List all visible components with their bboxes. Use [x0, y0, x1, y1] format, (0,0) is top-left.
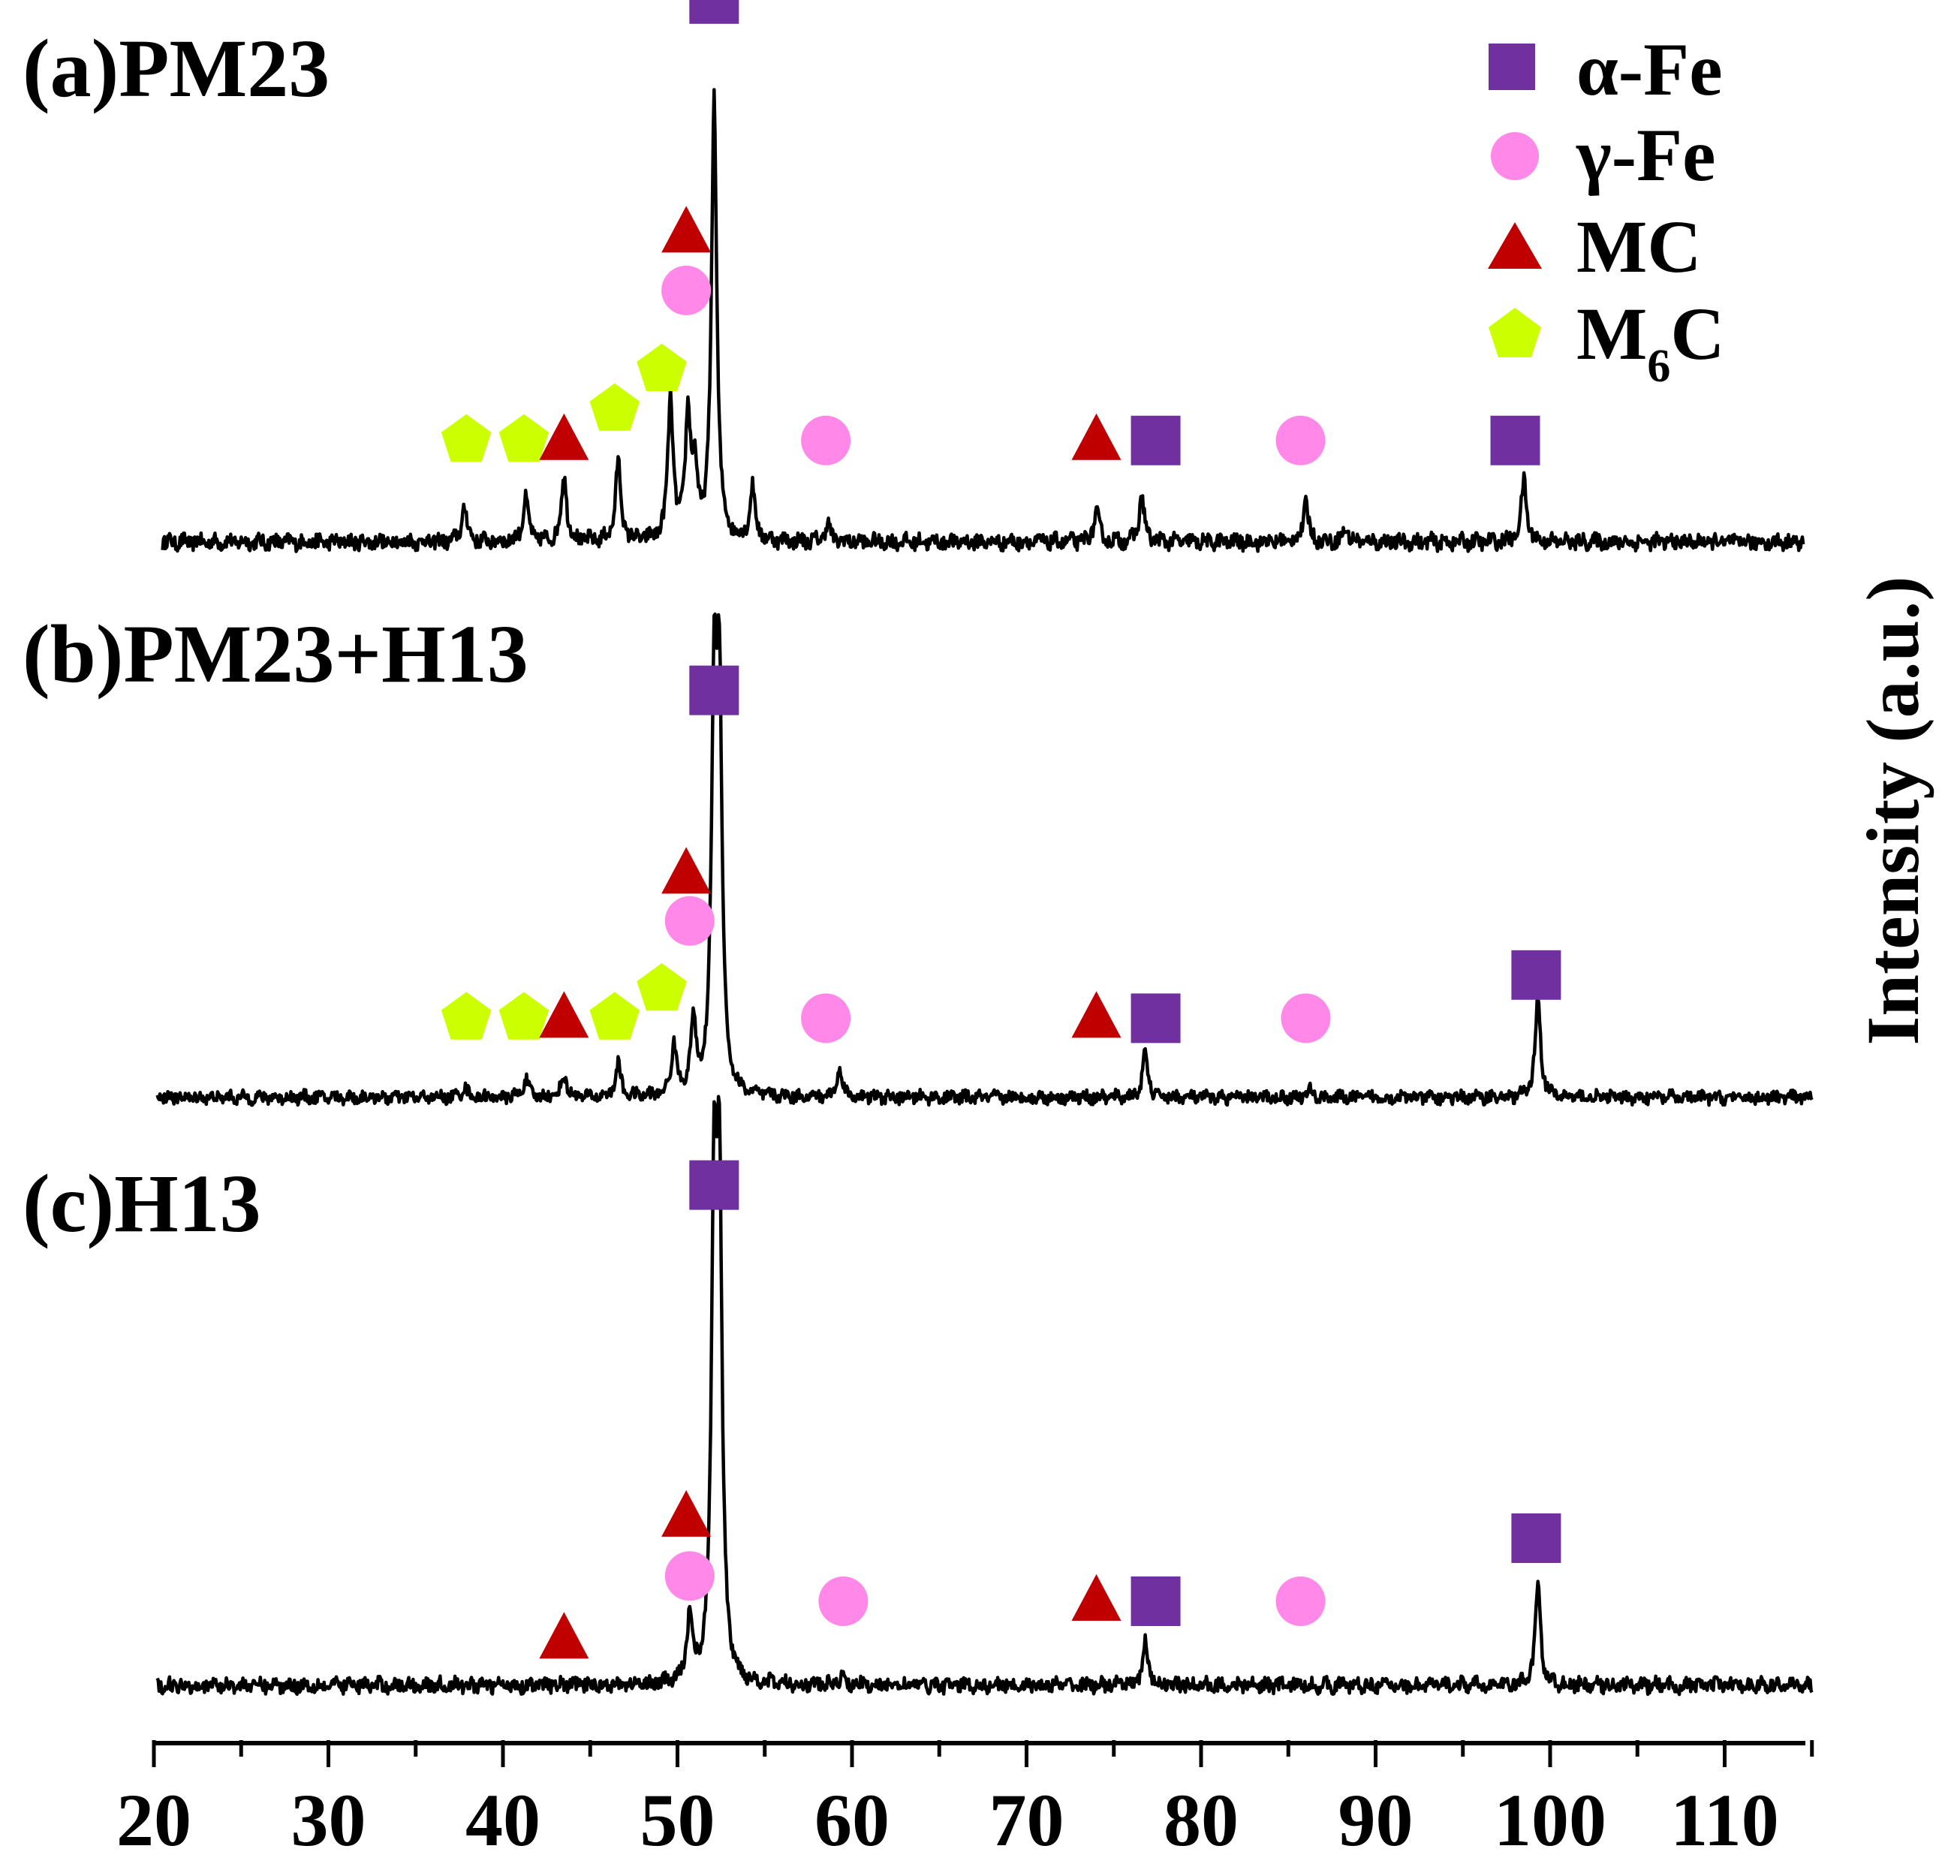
marker-m6c-pm23-h13-4 [637, 963, 687, 1011]
marker-alpha-pm23-7 [689, 0, 739, 24]
panel-title-a: (a)PM23 [23, 23, 330, 114]
trace-pm23-h13 [155, 612, 1814, 1107]
legend-gamma-fe-label: γ-Fe [1576, 113, 1716, 197]
marker-alpha-pm23-12 [1490, 415, 1540, 465]
marker-gamma-pm23-5 [661, 265, 712, 315]
legend-alpha-fe-marker [1489, 44, 1535, 90]
legend: α-Fe γ-Fe MC M6C [1488, 28, 1725, 392]
x-tick-label-50: 50 [640, 1778, 715, 1862]
marker-alpha-h13-3 [689, 1160, 739, 1210]
marker-gamma-h13-1 [664, 1551, 715, 1601]
marker-m6c-pm23-h13-0 [441, 992, 492, 1040]
marker-m6c-pm23-1 [498, 414, 549, 462]
marker-alpha-pm23-h13-7 [689, 665, 739, 715]
marker-alpha-h13-6 [1131, 1576, 1181, 1626]
x-tick-label-30: 30 [291, 1778, 366, 1862]
marker-layer [441, 0, 1561, 1659]
marker-alpha-h13-8 [1511, 1513, 1561, 1563]
x-tick-label-20: 20 [116, 1778, 191, 1862]
x-axis-ticks [152, 1740, 1814, 1767]
marker-mc-h13-2 [661, 1490, 712, 1537]
x-axis-tick-labels: 20 30 40 50 60 70 80 90 100 110 [116, 1778, 1779, 1862]
marker-m6c-pm23-3 [589, 383, 640, 431]
legend-alpha-fe-label: α-Fe [1576, 28, 1723, 111]
marker-gamma-pm23-h13-5 [664, 896, 715, 946]
marker-m6c-pm23-0 [441, 414, 492, 462]
marker-gamma-pm23-h13-8 [801, 993, 851, 1043]
marker-gamma-pm23-h13-11 [1281, 993, 1331, 1043]
legend-m6c-label: M6C [1576, 292, 1725, 392]
marker-mc-h13-0 [539, 1612, 589, 1659]
legend-mc-label: MC [1576, 205, 1702, 288]
marker-m6c-pm23-h13-1 [498, 992, 549, 1040]
x-tick-label-60: 60 [814, 1778, 890, 1862]
legend-gamma-fe-marker [1491, 132, 1539, 180]
x-tick-label-90: 90 [1338, 1778, 1414, 1862]
x-tick-label-110: 110 [1670, 1778, 1778, 1862]
marker-mc-pm23-6 [661, 206, 712, 253]
marker-gamma-pm23-8 [801, 415, 851, 465]
marker-alpha-pm23-h13-12 [1511, 950, 1561, 1000]
marker-m6c-pm23-h13-3 [589, 992, 640, 1040]
trace-layer [155, 88, 1814, 1697]
x-tick-label-70: 70 [989, 1778, 1064, 1862]
x-tick-label-100: 100 [1494, 1778, 1606, 1862]
x-tick-label-80: 80 [1164, 1778, 1239, 1862]
marker-mc-pm23-h13-6 [661, 847, 712, 894]
x-tick-label-40: 40 [465, 1778, 540, 1862]
marker-mc-pm23-h13-9 [1071, 991, 1122, 1038]
marker-gamma-h13-4 [818, 1576, 869, 1626]
marker-mc-pm23-2 [539, 413, 589, 460]
trace-pm23 [161, 88, 1805, 553]
panel-title-b: (b)PM23+H13 [23, 608, 528, 700]
trace-h13 [155, 1095, 1814, 1697]
marker-mc-pm23-h13-2 [539, 991, 589, 1038]
marker-m6c-pm23-4 [637, 343, 687, 391]
marker-alpha-pm23-h13-10 [1131, 993, 1181, 1043]
marker-gamma-h13-7 [1275, 1576, 1326, 1626]
y-axis-label: Intensity (a.u.) [1851, 576, 1934, 1045]
marker-gamma-pm23-11 [1275, 415, 1326, 465]
panel-title-c: (c)H13 [23, 1158, 261, 1249]
marker-mc-h13-5 [1071, 1574, 1122, 1621]
marker-mc-pm23-9 [1071, 413, 1122, 460]
marker-alpha-pm23-10 [1131, 415, 1181, 465]
legend-m6c-marker [1489, 308, 1541, 357]
legend-mc-marker [1488, 222, 1542, 269]
